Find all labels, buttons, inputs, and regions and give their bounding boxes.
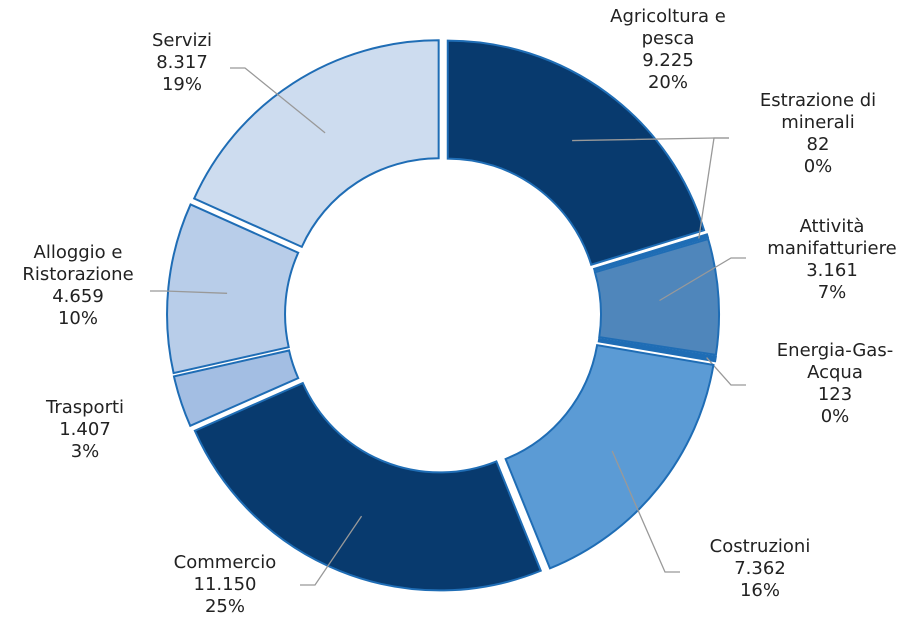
category-line: Alloggio e [34,242,123,263]
category-label: Alloggio e Ristorazione [22,242,133,285]
category-label: Attività manifatturiere [767,216,896,259]
category-line: Trasporti [45,397,124,418]
category-line: Energia-Gas- [777,340,893,361]
percent-label: 0% [821,406,850,427]
percent-label: 10% [58,308,98,329]
slice-label: Alloggio e Ristorazione 4.659 10% [22,242,133,329]
slice-label: Servizi 8.317 19% [152,30,212,95]
category-line: Servizi [152,30,212,51]
slice [504,344,715,570]
percent-label: 7% [818,282,847,303]
slice [192,39,440,249]
value-label: 123 [818,384,852,405]
percent-label: 0% [804,156,833,177]
percent-label: 3% [71,441,100,462]
value-label: 82 [807,134,830,155]
value-label: 3.161 [806,260,858,281]
value-label: 8.317 [156,52,208,73]
percent-label: 25% [205,596,245,617]
percent-label: 19% [162,74,202,95]
slice [446,39,706,266]
category-line: Attività [800,216,865,237]
percent-label: 16% [740,580,780,601]
category-line: Commercio [174,552,277,573]
slice [172,349,300,428]
value-label: 9.225 [642,50,694,71]
category-label: Commercio [174,552,277,573]
slice-label: Commercio 11.150 25% [174,552,277,617]
category-line: Estrazione di [760,90,876,111]
category-label: Trasporti [45,397,124,418]
leader-line [611,450,680,573]
category-line: pesca [642,28,695,49]
value-label: 11.150 [194,574,257,595]
slice-label: Agricoltura e pesca 9.225 20% [610,6,726,93]
category-line: Agricoltura e [610,6,726,27]
category-label: Servizi [152,30,212,51]
slice [597,337,717,363]
category-label: Costruzioni [710,536,811,557]
leader-line [659,257,746,302]
leader-line [706,357,746,386]
slice [193,381,543,592]
slice [166,203,300,375]
value-label: 1.407 [59,419,111,440]
value-label: 7.362 [734,558,786,579]
slice [593,237,720,357]
category-line: minerali [781,112,854,133]
category-label: Estrazione di minerali [760,90,876,133]
category-label: Agricoltura e pesca [610,6,726,49]
category-label: Energia-Gas-Acqua [777,340,893,383]
slice-label: Attività manifatturiere 3.161 7% [767,216,896,303]
slice-label: Estrazione di minerali 82 0% [760,90,876,177]
leader-line [300,515,363,586]
slice-label: Energia-Gas-Acqua 123 0% [777,340,893,427]
category-line: Acqua [807,362,863,383]
leader-line [150,290,228,294]
category-line: Costruzioni [710,536,811,557]
percent-label: 20% [648,72,688,93]
slice-label: Costruzioni 7.362 16% [710,536,811,601]
category-line: manifatturiere [767,238,896,259]
slice-label: Trasporti 1.407 3% [45,397,124,462]
value-label: 4.659 [52,286,104,307]
slice [592,233,710,272]
leader-line [230,67,326,134]
category-line: Ristorazione [22,264,133,285]
leader-line [698,137,729,239]
